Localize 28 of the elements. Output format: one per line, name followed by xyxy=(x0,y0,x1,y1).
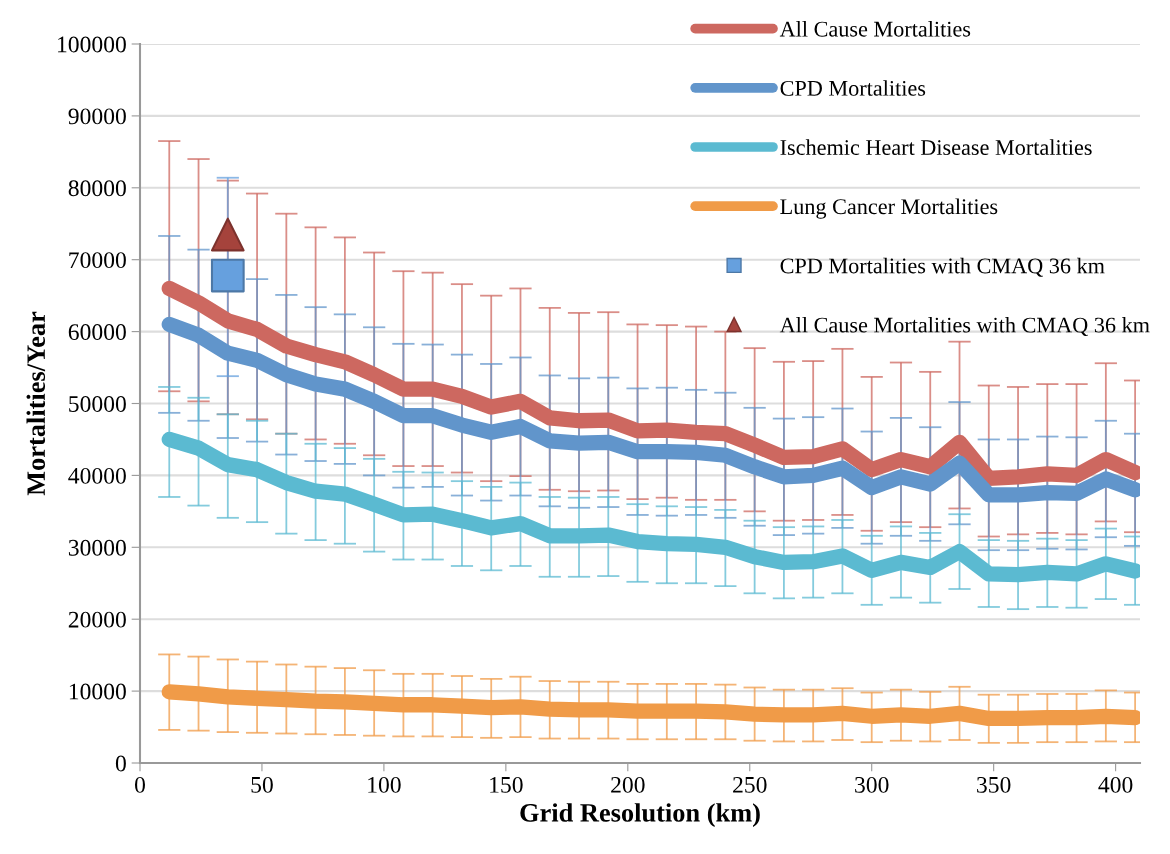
x-tick-label: 0 xyxy=(135,776,145,793)
y-tick-label: 50000 xyxy=(69,395,126,412)
y-tick-label: 40000 xyxy=(68,467,126,484)
x-tick-label: 300 xyxy=(855,776,889,793)
y-tick-label: 30000 xyxy=(68,539,126,556)
x-axis-title: Grid Resolution (km) xyxy=(520,803,760,828)
legend-label: All Cause Mortalities with CMAQ 36 km xyxy=(779,316,1150,336)
legend-label: Lung Cancer Mortalities xyxy=(780,198,998,219)
x-tick-label: 250 xyxy=(733,776,767,793)
legend-label: CPD Mortalities with CMAQ 36 km xyxy=(780,257,1105,277)
x-tick-label: 350 xyxy=(977,776,1011,793)
x-tick-label: 50 xyxy=(251,776,273,793)
x-tick-label: 150 xyxy=(490,776,523,793)
x-tick-label: 200 xyxy=(611,776,645,793)
y-tick-label: 100000 xyxy=(58,36,126,53)
y-axis-title: Mortalities/Year xyxy=(26,311,46,496)
y-tick-label: 90000 xyxy=(68,108,126,125)
y-tick-label: 0 xyxy=(115,755,126,772)
y-tick-label: 60000 xyxy=(68,324,126,341)
y-tick-label: 70000 xyxy=(69,252,126,269)
x-tick-label: 100 xyxy=(368,776,401,793)
y-tick-label: 80000 xyxy=(68,180,126,197)
legend-label: Ischemic Heart Disease Mortalities xyxy=(780,139,1092,155)
x-tick-label: 400 xyxy=(1098,776,1133,793)
legend-label: All Cause Mortalities xyxy=(779,21,971,37)
y-tick-label: 10000 xyxy=(69,683,126,700)
y-tick-label: 20000 xyxy=(68,611,126,628)
legend-label: CPD Mortalities xyxy=(780,80,926,96)
